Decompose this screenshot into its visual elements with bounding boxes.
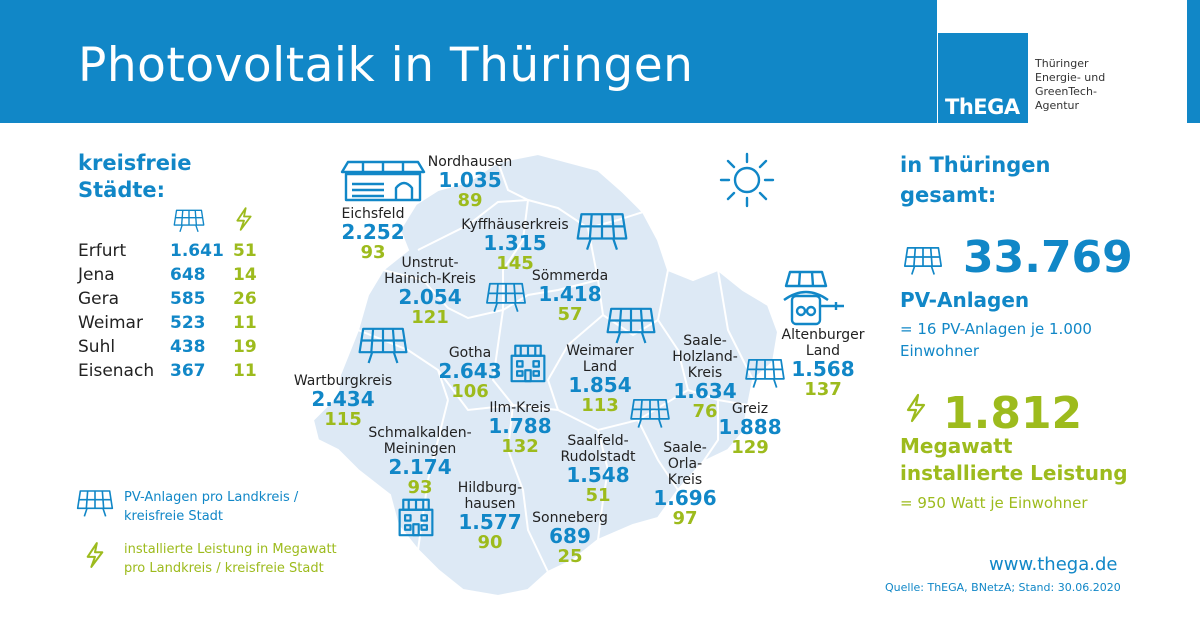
region-sonneberg: Sonneberg 689 25 xyxy=(532,510,608,567)
total-pv-label: PV-Anlagen xyxy=(900,288,1030,312)
region-wartburgkreis: Wartburgkreis 2.434 115 xyxy=(293,373,393,430)
region-weimarer-land: Weimarer Land 1.854 113 xyxy=(566,343,634,416)
cities-title: kreisfreie Städte: xyxy=(78,151,192,202)
pv-per-capita-note: = 16 PV-Anlagen je 1.000 Einwohner xyxy=(900,320,1092,360)
total-mw-value: 1.812 xyxy=(943,388,1083,439)
thega-logo xyxy=(938,33,1028,123)
building-icon xyxy=(396,497,436,537)
thuringia-map xyxy=(311,152,780,598)
totals-title: in Thüringen gesamt: xyxy=(900,153,1051,207)
region-eichsfeld: Eichsfeld 2.252 93 xyxy=(341,206,405,263)
region-saale-holzland: Saale- Holzland- Kreis 1.634 76 xyxy=(672,333,738,422)
region-saale-orla: Saale- Orla- Kreis 1.696 97 xyxy=(653,440,717,529)
region-ilm-kreis: Ilm-Kreis 1.788 132 xyxy=(488,400,552,457)
sun-icon xyxy=(719,152,775,208)
legend-lightning-icon xyxy=(84,540,106,570)
total-pv-count: 33.769 xyxy=(963,232,1133,283)
legend-mw-text: installierte Leistung in Megawatt pro La… xyxy=(124,542,337,576)
legend-solar-panel-icon xyxy=(75,488,115,518)
region-altenburger-land: Altenburger Land 1.568 137 xyxy=(781,327,865,400)
page-title: Photovoltaik in Thüringen xyxy=(78,38,694,93)
mw-per-capita-note: = 950 Watt je Einwohner xyxy=(900,494,1088,512)
logo-text: ThEGA xyxy=(945,95,1020,119)
lightning-icon xyxy=(904,392,928,424)
region-nordhausen: Nordhausen 1.035 89 xyxy=(427,154,513,211)
region-saalfeld-rudolstadt: Saalfeld- Rudolstadt 1.548 51 xyxy=(560,433,636,506)
solar-panel-icon xyxy=(902,245,944,276)
lightning-icon xyxy=(234,206,254,232)
region-unstrut-hainich: Unstrut- Hainich-Kreis 2.054 121 xyxy=(384,255,476,328)
website-link[interactable]: www.thega.de xyxy=(989,554,1118,575)
solar-panel-icon xyxy=(172,208,206,233)
solar-panel-icon xyxy=(356,325,410,365)
source-note: Quelle: ThEGA, BNetzA; Stand: 30.06.2020 xyxy=(885,581,1121,594)
region-schmalkalden-meiningen: Schmalkalden- Meiningen 2.174 93 xyxy=(368,425,472,498)
region-hildburghausen: Hildburg- hausen 1.577 90 xyxy=(457,480,523,553)
total-mw-label: Megawatt installierte Leistung xyxy=(900,434,1128,485)
legend-pv-text: PV-Anlagen pro Landkreis / kreisfreie St… xyxy=(124,490,299,524)
region-greiz: Greiz 1.888 129 xyxy=(718,401,782,458)
agency-name: Thüringer Energie- und GreenTech- Agentu… xyxy=(1035,57,1106,112)
region-kyffhaeuserkreis: Kyffhäuserkreis 1.315 145 xyxy=(461,217,569,274)
map-outline xyxy=(311,152,780,598)
region-gotha: Gotha 2.643 106 xyxy=(438,345,502,402)
region-soemmerda: Sömmerda 1.418 57 xyxy=(531,268,609,325)
farm-solar-icon xyxy=(340,160,426,202)
ev-charging-icon xyxy=(783,270,844,326)
